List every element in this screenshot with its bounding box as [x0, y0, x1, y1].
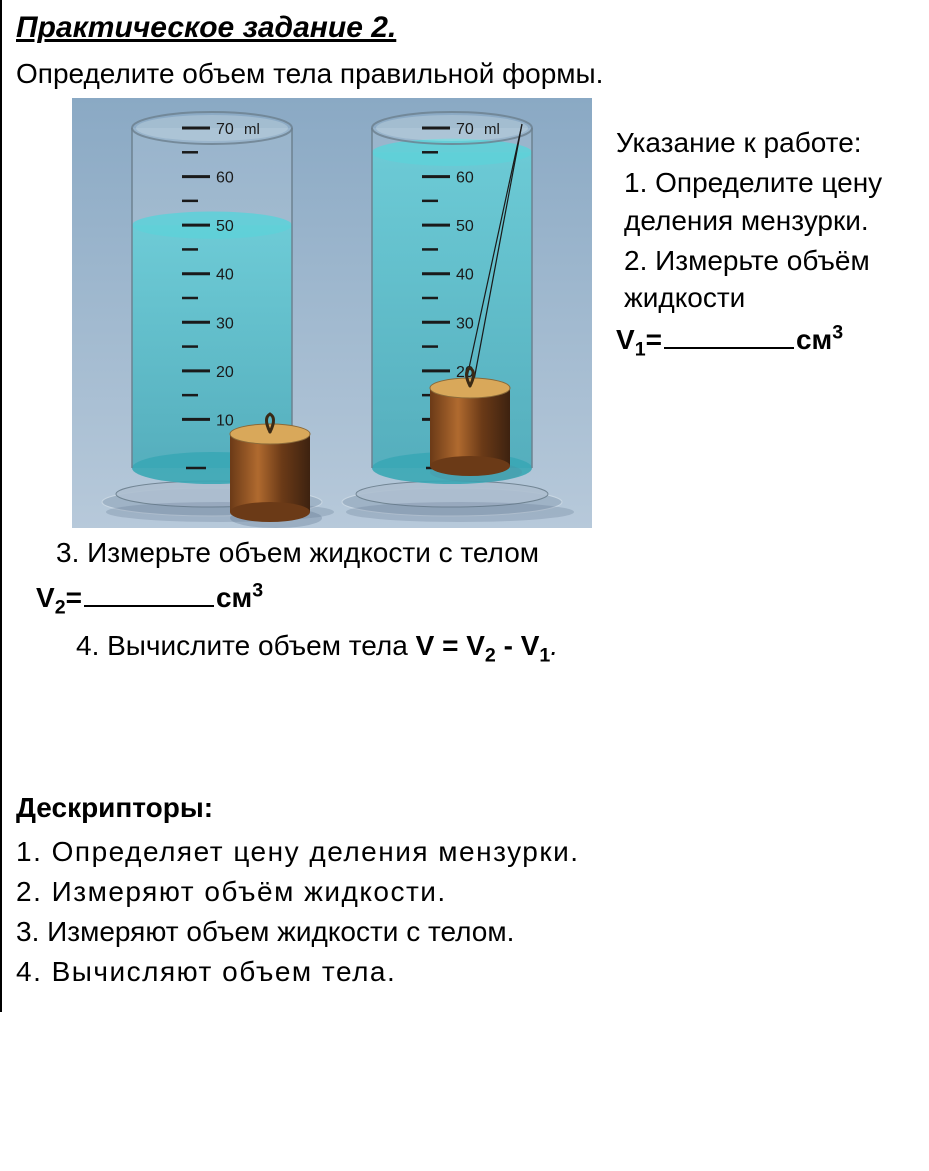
- f-v2: V: [466, 630, 485, 661]
- v1-unit: см: [796, 324, 832, 355]
- f-v: V: [416, 630, 435, 661]
- f-minus: -: [496, 630, 521, 661]
- v2-eq: =: [66, 582, 82, 613]
- v2-var: V: [36, 582, 55, 613]
- step4-text: 4. Вычислите объем тела: [76, 630, 416, 661]
- svg-text:50: 50: [216, 218, 234, 235]
- svg-text:ml: ml: [484, 121, 500, 138]
- svg-text:30: 30: [456, 316, 474, 333]
- figure-container: 70605040302010ml70605040302010ml: [72, 98, 592, 528]
- f-v1: V: [521, 630, 540, 661]
- descriptor-4: 4. Вычисляют объем тела.: [16, 953, 923, 991]
- descriptor-2: 2. Измеряют объём жидкости.: [16, 873, 923, 911]
- svg-text:40: 40: [456, 267, 474, 284]
- svg-text:ml: ml: [244, 121, 260, 138]
- instr-step3-formula: V2= см3: [16, 578, 923, 621]
- v1-sup: 3: [832, 321, 843, 343]
- beakers-figure: 70605040302010ml70605040302010ml: [72, 98, 592, 528]
- f-eq: =: [434, 630, 466, 661]
- assignment-title: Практическое задание 2.: [16, 8, 923, 49]
- svg-text:50: 50: [456, 218, 474, 235]
- descriptor-1: 1. Определяет цену деления мензурки.: [16, 833, 923, 871]
- instr-heading: Указание к работе:: [616, 124, 923, 162]
- svg-text:60: 60: [456, 170, 474, 187]
- v1-var: V: [616, 324, 635, 355]
- v2-sub: 2: [55, 597, 66, 619]
- v2-sup: 3: [252, 580, 263, 602]
- v1-eq: =: [646, 324, 662, 355]
- f-sub2: 2: [485, 645, 496, 667]
- instr-step1: 1. Определите цену деления мензурки.: [616, 164, 923, 240]
- v1-sub: 1: [635, 338, 646, 360]
- descriptors-heading: Дескрипторы:: [16, 789, 923, 827]
- instr-step2-formula: V1= см3: [616, 319, 923, 362]
- v1-blank: [664, 347, 794, 349]
- svg-text:20: 20: [216, 364, 234, 381]
- svg-text:70: 70: [456, 121, 474, 138]
- svg-text:30: 30: [216, 316, 234, 333]
- svg-text:60: 60: [216, 170, 234, 187]
- v2-blank: [84, 605, 214, 607]
- assignment-subtitle: Определите объем тела правильной формы.: [16, 55, 923, 93]
- content-row: 70605040302010ml70605040302010ml Указани…: [16, 98, 923, 528]
- v2-unit: см: [216, 582, 252, 613]
- instr-step2: 2. Измерьте объём жидкости: [616, 242, 923, 318]
- instr-step4: 4. Вычислите объем тела V = V2 - V1.: [16, 627, 923, 669]
- instr-step3: 3. Измерьте объем жидкости с телом: [16, 534, 923, 572]
- svg-text:40: 40: [216, 267, 234, 284]
- f-sub1: 1: [539, 645, 550, 667]
- descriptor-3: 3. Измеряют объем жидкости с телом.: [16, 913, 923, 951]
- svg-text:70: 70: [216, 121, 234, 138]
- instructions-side: Указание к работе: 1. Определите цену де…: [616, 98, 923, 364]
- f-dot: .: [550, 630, 558, 661]
- svg-text:10: 10: [216, 413, 234, 430]
